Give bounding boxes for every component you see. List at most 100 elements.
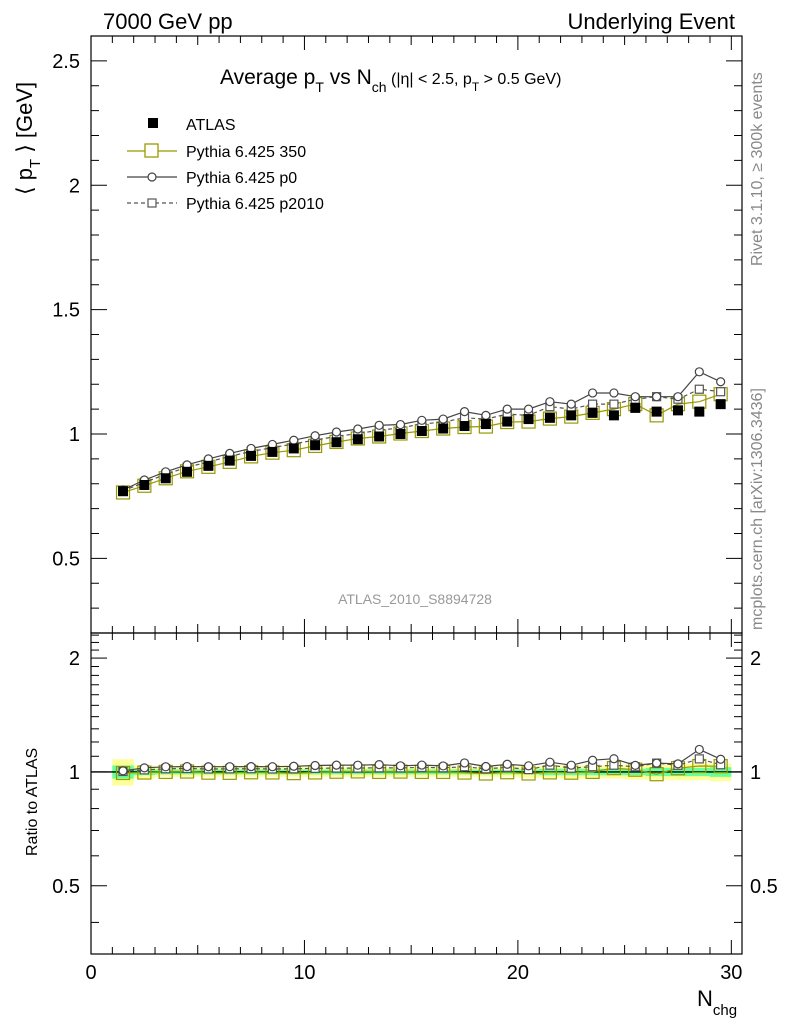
ratio-point-pythia-p0: [267, 762, 278, 772]
legend-marker-pythia-350: [144, 143, 159, 158]
y-label-sub: T: [27, 159, 44, 168]
point-pythia-p0: [609, 388, 619, 398]
x-tick-label: 10: [293, 962, 315, 984]
point-pythia-p0: [374, 420, 384, 430]
point-pythia-p0: [438, 414, 448, 424]
point-pythia-p0: [395, 419, 406, 430]
point-atlas: [310, 440, 321, 451]
point-pythia-p0: [481, 410, 491, 420]
point-pythia-p2010: [609, 399, 619, 409]
point-pythia-p0: [417, 415, 427, 425]
point-pythia-p2010: [694, 384, 704, 394]
ratio-point-pythia-p0: [310, 760, 320, 771]
point-atlas: [672, 405, 683, 416]
ratio-point-pythia-p0: [289, 761, 299, 771]
axis-ticks: [90, 35, 742, 954]
ratio-tick-label-right: 2: [750, 648, 761, 670]
point-atlas: [160, 473, 171, 484]
point-pythia-p0: [630, 392, 640, 402]
x-tick-label: 0: [85, 962, 96, 984]
ratio-point-pythia-p0: [161, 762, 171, 772]
legend-label-pythia-p2010: Pythia 6.425 p2010: [186, 196, 324, 213]
ratio-point-pythia-p0: [374, 760, 384, 770]
point-atlas: [523, 414, 534, 425]
ratio-point-pythia-p0: [630, 760, 640, 770]
point-atlas: [459, 421, 470, 432]
ratio-series: [115, 744, 728, 782]
point-atlas: [587, 407, 598, 418]
ratio-point-pythia-p0: [139, 763, 149, 773]
point-pythia-p0: [716, 377, 726, 387]
legend-label-atlas: ATLAS: [186, 117, 236, 134]
analysis-watermark: ATLAS_2010_S8894728: [338, 591, 492, 607]
ratio-point-pythia-p0: [459, 758, 470, 768]
x-label-sub: chg: [713, 1002, 737, 1019]
ratio-tick-label-left: 0.5: [52, 876, 80, 898]
ratio-point-pythia-p0: [331, 760, 342, 770]
ratio-point-pythia-p0: [203, 762, 213, 772]
ratio-point-pythia-p0: [118, 766, 128, 776]
x-label-main: N: [697, 986, 713, 1011]
ratio-point-pythia-p0: [694, 744, 704, 755]
main-series: [115, 367, 728, 500]
point-pythia-p0: [289, 435, 299, 445]
point-atlas: [395, 429, 406, 439]
ratio-point-pythia-p0: [523, 761, 534, 771]
y-axis-label: ⟨ pT ⟩ [GeV]: [12, 82, 44, 195]
point-atlas: [182, 466, 193, 477]
y-label-open: ⟨ p: [12, 168, 37, 195]
ratio-point-pythia-p0: [417, 760, 427, 770]
ratio-point-pythia-p0: [246, 762, 256, 772]
ratio-point-pythia-p0: [502, 759, 512, 769]
point-atlas: [374, 431, 385, 442]
point-atlas: [544, 412, 555, 423]
ratio-tick-label-right: 0.5: [750, 876, 778, 898]
ratio-point-pythia-p0: [481, 761, 491, 772]
legend-label-pythia-p0: Pythia 6.425 p0: [186, 170, 297, 187]
point-atlas: [203, 460, 214, 471]
legend-item-pythia-p0: Pythia 6.425 p0: [127, 170, 297, 187]
ratio-point-pythia-p0: [438, 761, 448, 771]
ratio-tick-label-left: 1: [69, 762, 80, 784]
point-atlas: [630, 402, 641, 413]
header-left: 7000 GeV pp: [103, 9, 233, 34]
point-pythia-p0: [353, 424, 363, 434]
point-atlas: [139, 479, 150, 490]
point-atlas: [416, 426, 427, 437]
ratio-line-pythia-p2010: [122, 758, 721, 773]
title-cut-open: (|η| < 2.5, p: [387, 71, 472, 88]
legend-marker-atlas: [148, 118, 158, 128]
point-atlas: [715, 399, 726, 410]
point-pythia-p0: [652, 392, 662, 402]
ratio-point-pythia-p0: [353, 760, 363, 770]
point-atlas: [118, 486, 129, 497]
point-atlas: [224, 455, 235, 466]
point-atlas: [246, 450, 257, 461]
ratio-point-pythia-p0: [716, 754, 726, 764]
ratio-point-pythia-p0: [545, 757, 555, 767]
point-atlas: [267, 446, 278, 457]
point-atlas: [438, 423, 449, 434]
ratio-point-pythia-p0: [225, 762, 235, 772]
ratio-point-pythia-p0: [673, 759, 683, 769]
point-atlas: [480, 419, 491, 430]
point-pythia-p0: [694, 367, 704, 377]
point-pythia-p0: [673, 392, 683, 402]
point-atlas: [694, 406, 705, 417]
y-label-close: ⟩ [GeV]: [12, 82, 37, 159]
ratio-point-pythia-p0: [182, 761, 192, 772]
point-pythia-p2010: [716, 387, 726, 397]
ratio-point-pythia-p0: [395, 761, 406, 771]
side-label-bottom: mcplots.cern.ch [arXiv:1306.3436]: [749, 388, 766, 630]
ratio-tick-label-left: 2: [69, 648, 80, 670]
point-pythia-p0: [587, 388, 598, 398]
point-pythia-p0: [502, 404, 512, 414]
side-label-top: Rivet 3.1.10, ≥ 300k events: [749, 72, 766, 266]
header-right: Underlying Event: [567, 9, 735, 34]
title-vs: vs N: [324, 66, 372, 89]
point-pythia-350: [542, 411, 558, 426]
x-axis-label: Nchg: [697, 986, 737, 1019]
point-pythia-p2010: [587, 399, 598, 409]
y-tick-label: 2: [69, 175, 80, 197]
